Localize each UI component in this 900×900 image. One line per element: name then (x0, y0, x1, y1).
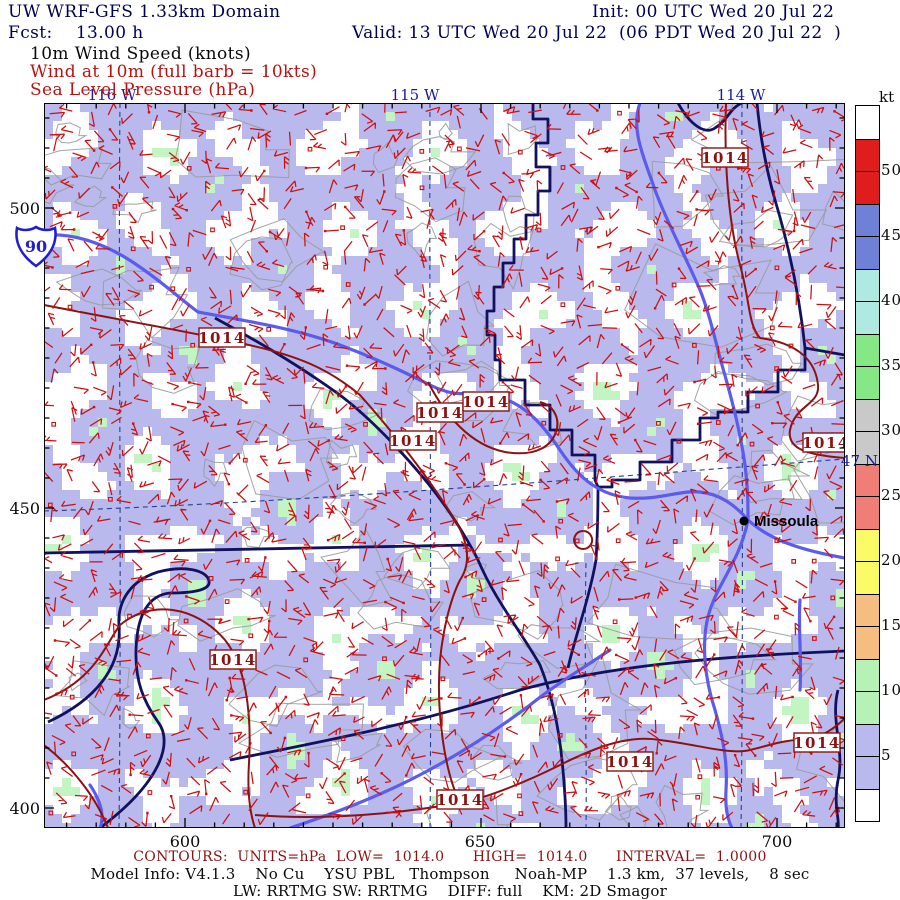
pressure-label: 1014 (701, 149, 749, 167)
wind-barbs (44, 103, 845, 828)
pressure-label-box (701, 147, 749, 168)
weather-map: 1014 1014 1014 1014 1014 1014 1014 1014 1014 1014… (44, 103, 845, 828)
plot-title: UW WRF-GFS 1.33km Domain (8, 2, 281, 22)
lon-label-114w: 114 W (716, 86, 766, 104)
pressure-label: 1014 (209, 651, 257, 669)
wind-speed-fill-cells (44, 103, 845, 828)
colorbar-cell (856, 138, 879, 171)
colorbar-tick-label: 25 (881, 486, 900, 504)
colorbar-cell (856, 756, 879, 789)
pressure-label: 1014 (793, 734, 841, 752)
colorbar-cell (856, 333, 879, 366)
pressure-label-box (209, 649, 257, 670)
pressure-label-box (462, 391, 510, 412)
pressure-label: 1014 (436, 791, 484, 809)
colorbar-cell (856, 691, 879, 724)
contour-info-line: CONTOURS: UNITS=hPa LOW= 1014.0 HIGH= 10… (133, 849, 767, 865)
colorbar-cell (856, 723, 879, 756)
pressure-label: 1014 (606, 753, 654, 771)
y-axis-label-500: 500 (9, 199, 40, 218)
pressure-label-box (606, 751, 654, 772)
colorbar-tick-label: 35 (881, 356, 900, 374)
colorbar-cell (856, 528, 879, 561)
colorbar-unit-label: kt (879, 88, 895, 106)
valid-time-label: Valid: 13 UTC Wed 20 Jul 22 (06 PDT Wed … (352, 23, 842, 43)
colorbar-cell (856, 398, 879, 431)
pressure-label-box (793, 732, 841, 753)
colorbar-cell (856, 658, 879, 691)
lon-label-115w: 115 W (390, 86, 440, 104)
colorbar-cell (856, 593, 879, 626)
colorbar-cell (856, 203, 879, 236)
x-axis-label-600: 600 (169, 832, 201, 851)
colorbar-tick-label: 40 (881, 291, 900, 309)
x-axis-label-700: 700 (761, 832, 793, 851)
lon-label-116w: 116 W (87, 86, 137, 104)
pressure-label-box (198, 327, 246, 348)
pressure-label: 1014 (198, 329, 246, 347)
colorbar-cell (856, 431, 879, 464)
colorbar-cell (856, 236, 879, 269)
forecast-hour-label: Fcst: 13.00 h (8, 23, 144, 43)
map-canvas: 1014101410141014101410141014101410141014… (44, 103, 845, 828)
map-frame (44, 103, 845, 828)
pressure-label-box (389, 430, 437, 451)
lat-label-47n: 47 N (841, 452, 878, 470)
colorbar-tick-label: 45 (881, 226, 900, 244)
pressure-label: 1014 (802, 434, 845, 452)
colorbar-cell (856, 626, 879, 659)
axis-ticks (44, 103, 845, 828)
field-slp-label: Sea Level Pressure (hPa) (30, 80, 256, 100)
pressure-label: 1014 (462, 393, 510, 411)
state-county-boundaries (44, 103, 845, 828)
field-wind-speed-label: 10m Wind Speed (knots) (30, 44, 252, 64)
field-wind-barb-label: Wind at 10m (full barb = 10kts) (30, 62, 318, 82)
colorbar-cell (856, 463, 879, 496)
wind-speed-colorbar (855, 105, 880, 822)
physics-info-line: LW: RRTMG SW: RRTMG DIFF: full KM: 2D Sm… (233, 882, 667, 900)
pressure-label-box (436, 789, 484, 810)
colorbar-cell (856, 106, 879, 139)
colorbar-tick-label: 20 (881, 551, 900, 569)
model-info-line: Model Info: V4.1.3 No Cu YSU PBL Thompso… (90, 865, 810, 883)
colorbar-cell (856, 301, 879, 334)
city-dot (739, 516, 749, 526)
pressure-label-box (802, 432, 845, 453)
colorbar-cell (856, 561, 879, 594)
colorbar-tick-label: 50 (881, 161, 900, 179)
colorbar-cell (856, 788, 879, 821)
y-axis-label-450: 450 (9, 499, 40, 518)
city-label: Missoula (754, 513, 819, 530)
pressure-label: 1014 (389, 432, 437, 450)
city-marker-group: Missoula (739, 513, 819, 530)
pressure-label: 1014 (416, 404, 464, 422)
slp-contour-lines (44, 103, 845, 828)
interstate-90-number: 90 (25, 237, 47, 256)
x-axis-label-650: 650 (464, 832, 496, 851)
interstate-90-shield: 90 (15, 225, 57, 268)
colorbar-tick-label: 5 (881, 746, 892, 764)
colorbar-tick-label: 15 (881, 616, 900, 634)
colorbar-tick-label: 10 (881, 681, 900, 699)
init-time-label: Init: 00 UTC Wed 20 Jul 22 (592, 2, 835, 22)
colorbar-cell (856, 496, 879, 529)
y-axis-label-400: 400 (9, 799, 40, 818)
colorbar-cell (856, 268, 879, 301)
colorbar-cell (856, 171, 879, 204)
pressure-label-box (416, 402, 464, 423)
colorbar-cell (856, 366, 879, 399)
colorbar-tick-label: 30 (881, 421, 900, 439)
